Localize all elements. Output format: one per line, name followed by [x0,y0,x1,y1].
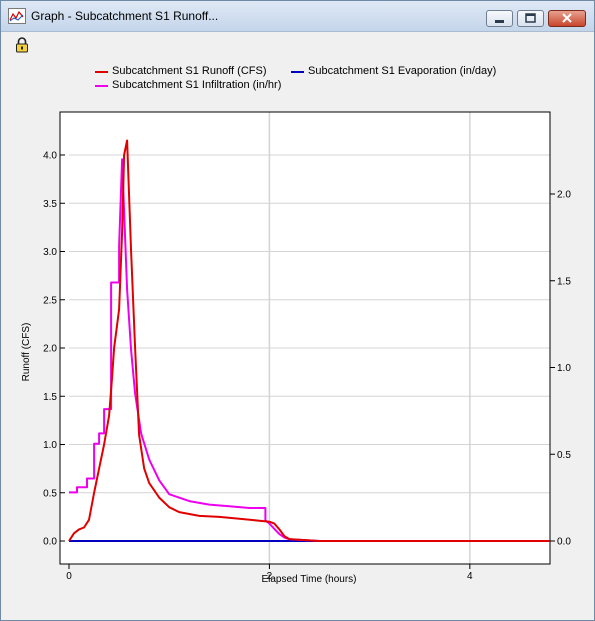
y2-tick-label: 2.0 [557,190,571,201]
title-bar[interactable]: Graph - Subcatchment S1 Runoff... [1,1,594,32]
y-tick-label: 0.0 [43,537,57,548]
x-tick-label: 2 [267,571,273,582]
legend-label-runoff: Subcatchment S1 Runoff (CFS) [112,65,267,77]
y-tick-label: 2.0 [43,344,57,355]
grid-lines [69,112,550,564]
y-tick-label: 3.0 [43,247,57,258]
lock-icon[interactable] [15,37,29,53]
runoff-chart: 0.0 0.5 1.0 1.5 2.0 2.5 3.0 3.5 4.0 0 2 4 0.0 0.5 1.0 1… [21,111,571,585]
minimize-icon [487,11,512,26]
legend-label-infiltration: Subcatchment S1 Infiltration (in/hr) [112,79,282,91]
plot-area [60,112,550,564]
y2-tick-label: 1.5 [557,276,571,287]
x-tick-label: 4 [467,571,473,582]
legend-label-evaporation: Subcatchment S1 Evaporation (in/day) [308,65,497,77]
minimize-button[interactable] [486,10,513,27]
maximize-button[interactable] [517,10,544,27]
maximize-icon [518,11,543,26]
graph-app-icon[interactable] [8,8,26,24]
legend-swatch-evaporation [291,71,304,73]
x-axis-title: Elapsed Time (hours) [261,574,356,585]
tick-labels: 0.0 0.5 1.0 1.5 2.0 2.5 3.0 3.5 4.0 0 2 4 0.0 0.5 1.0 1… [43,151,571,583]
legend-swatch-runoff [95,71,108,73]
y-tick-label: 0.5 [43,488,57,499]
y-tick-label: 4.0 [43,151,57,162]
close-button[interactable] [548,10,586,27]
series-line-runoff [68,139,550,542]
y2-tick-label: 0.0 [557,537,571,548]
y-tick-label: 1.0 [43,440,57,451]
y-tick-label: 2.5 [43,295,57,306]
window-title: Graph - Subcatchment S1 Runoff... [31,9,219,23]
y2-tick-label: 1.0 [557,363,571,374]
x-tick-label: 0 [66,571,72,582]
y2-tick-label: 0.5 [557,450,571,461]
legend-swatch-infiltration [95,85,108,87]
y-axis-title: Runoff (CFS) [21,323,32,382]
chart-axes [59,111,555,569]
y-tick-label: 1.5 [43,392,57,403]
chart-series [68,139,550,542]
plot-frame [59,111,551,565]
y-tick-label: 3.5 [43,199,57,210]
close-icon [549,11,585,26]
